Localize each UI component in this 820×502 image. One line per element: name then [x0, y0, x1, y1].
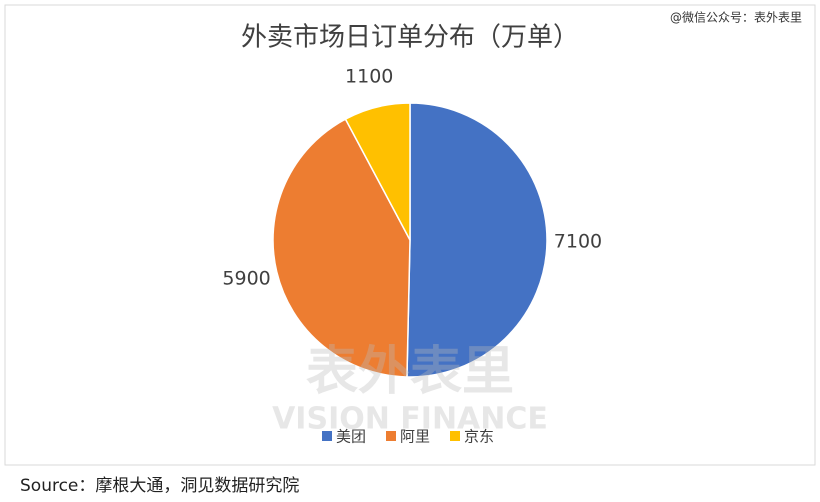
pie-slice	[406, 102, 548, 378]
legend: 美团 阿里 京东	[322, 428, 494, 446]
legend-label: 美团	[336, 428, 366, 446]
bg-watermark-title: 表外表里	[306, 342, 514, 402]
legend-label: 京东	[464, 428, 494, 446]
legend-label: 阿里	[400, 428, 430, 446]
legend-swatch	[386, 431, 396, 441]
legend-swatch	[322, 431, 332, 441]
bg-watermark-subtitle: VISION FINANCE	[272, 402, 548, 437]
pie-slice	[344, 102, 411, 241]
data-label: 5900	[222, 267, 270, 289]
legend-swatch	[450, 431, 460, 441]
pie-slice	[272, 118, 411, 378]
chart-title: 外卖市场日订单分布（万单）	[241, 23, 579, 53]
watermark: @微信公众号：表外表里	[670, 11, 802, 25]
pie: 7100 5900 1100	[222, 66, 602, 378]
data-label: 7100	[554, 230, 602, 252]
data-label: 1100	[345, 66, 393, 88]
source: Source：摩根大通，洞见数据研究院	[20, 476, 299, 496]
